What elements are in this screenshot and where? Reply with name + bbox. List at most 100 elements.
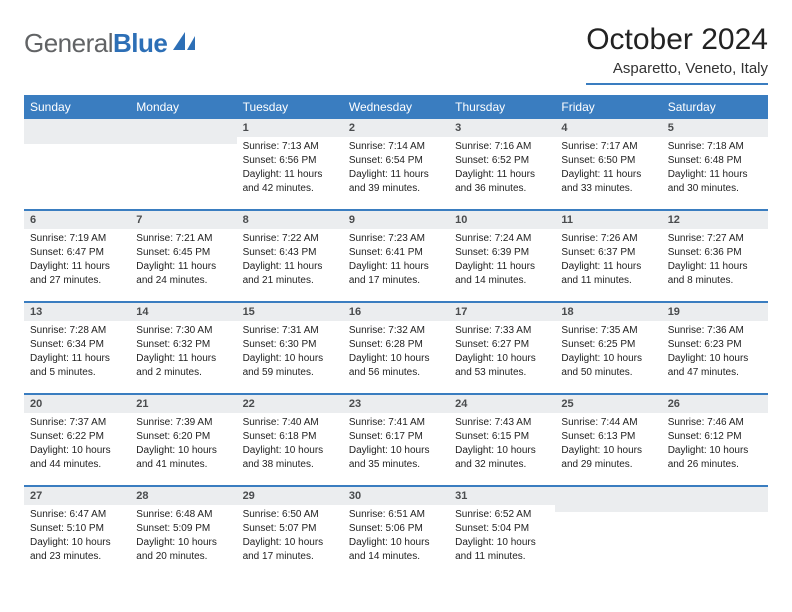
daylight-text: Daylight: 11 hours and 5 minutes.: [30, 352, 124, 380]
calendar-day-cell: 8Sunrise: 7:22 AMSunset: 6:43 PMDaylight…: [237, 210, 343, 302]
brand-sail-icon: [171, 30, 199, 57]
day-number: 13: [24, 303, 130, 321]
daylight-text: Daylight: 10 hours and 23 minutes.: [30, 536, 124, 564]
calendar-day-cell: [555, 486, 661, 577]
day-data: Sunrise: 7:41 AMSunset: 6:17 PMDaylight:…: [343, 413, 449, 478]
calendar-day-cell: 19Sunrise: 7:36 AMSunset: 6:23 PMDayligh…: [662, 302, 768, 394]
calendar-day-cell: 1 Sunrise: 7:13 AMSunset: 6:56 PMDaylight…: [237, 119, 343, 210]
sunrise-text: Sunrise: 7:22 AM: [243, 232, 337, 246]
calendar-day-cell: 15Sunrise: 7:31 AMSunset: 6:30 PMDayligh…: [237, 302, 343, 394]
daylight-text: Daylight: 10 hours and 35 minutes.: [349, 444, 443, 472]
daylight-text: Daylight: 11 hours and 42 minutes.: [243, 168, 337, 196]
day-number: 11: [555, 211, 661, 229]
daylight-text: Daylight: 11 hours and 33 minutes.: [561, 168, 655, 196]
sunset-text: Sunset: 6:30 PM: [243, 338, 337, 352]
sunrise-text: Sunrise: 7:24 AM: [455, 232, 549, 246]
sunrise-text: Sunrise: 7:41 AM: [349, 416, 443, 430]
calendar-day-cell: 24Sunrise: 7:43 AMSunset: 6:15 PMDayligh…: [449, 394, 555, 486]
daylight-text: Daylight: 10 hours and 38 minutes.: [243, 444, 337, 472]
daylight-text: Daylight: 11 hours and 14 minutes.: [455, 260, 549, 288]
sunrise-text: Sunrise: 7:16 AM: [455, 140, 549, 154]
sunset-text: Sunset: 5:07 PM: [243, 522, 337, 536]
day-number: 1: [237, 119, 343, 137]
day-number: 23: [343, 395, 449, 413]
day-number: 6: [24, 211, 130, 229]
day-number: 31: [449, 487, 555, 505]
sunrise-text: Sunrise: 7:27 AM: [668, 232, 762, 246]
day-number-empty: [662, 487, 768, 512]
sunset-text: Sunset: 6:54 PM: [349, 154, 443, 168]
daylight-text: Daylight: 10 hours and 14 minutes.: [349, 536, 443, 564]
sunset-text: Sunset: 5:04 PM: [455, 522, 549, 536]
sunset-text: Sunset: 6:23 PM: [668, 338, 762, 352]
calendar-table: Sunday Monday Tuesday Wednesday Thursday…: [24, 95, 768, 577]
daylight-text: Daylight: 11 hours and 21 minutes.: [243, 260, 337, 288]
weekday-header: Sunday: [24, 95, 130, 119]
title-block: October 2024 Asparetto, Veneto, Italy: [586, 22, 768, 85]
sunset-text: Sunset: 6:56 PM: [243, 154, 337, 168]
daylight-text: Daylight: 11 hours and 17 minutes.: [349, 260, 443, 288]
sunset-text: Sunset: 6:45 PM: [136, 246, 230, 260]
day-data: Sunrise: 7:30 AMSunset: 6:32 PMDaylight:…: [130, 321, 236, 386]
daylight-text: Daylight: 10 hours and 44 minutes.: [30, 444, 124, 472]
day-data: Sunrise: 6:51 AMSunset: 5:06 PMDaylight:…: [343, 505, 449, 570]
sunset-text: Sunset: 6:18 PM: [243, 430, 337, 444]
day-data: Sunrise: 7:17 AMSunset: 6:50 PMDaylight:…: [555, 137, 661, 202]
sunrise-text: Sunrise: 7:32 AM: [349, 324, 443, 338]
weekday-header-row: Sunday Monday Tuesday Wednesday Thursday…: [24, 95, 768, 119]
calendar-day-cell: 5Sunrise: 7:18 AMSunset: 6:48 PMDaylight…: [662, 119, 768, 210]
day-number: 9: [343, 211, 449, 229]
day-number: 7: [130, 211, 236, 229]
day-number: 10: [449, 211, 555, 229]
calendar-day-cell: 16Sunrise: 7:32 AMSunset: 6:28 PMDayligh…: [343, 302, 449, 394]
sunrise-text: Sunrise: 7:44 AM: [561, 416, 655, 430]
day-number: 8: [237, 211, 343, 229]
calendar-day-cell: 18Sunrise: 7:35 AMSunset: 6:25 PMDayligh…: [555, 302, 661, 394]
day-number: 29: [237, 487, 343, 505]
daylight-text: Daylight: 10 hours and 17 minutes.: [243, 536, 337, 564]
day-number: 18: [555, 303, 661, 321]
sunset-text: Sunset: 6:47 PM: [30, 246, 124, 260]
calendar-day-cell: 26Sunrise: 7:46 AMSunset: 6:12 PMDayligh…: [662, 394, 768, 486]
calendar-day-cell: 7Sunrise: 7:21 AMSunset: 6:45 PMDaylight…: [130, 210, 236, 302]
day-number: 14: [130, 303, 236, 321]
sunset-text: Sunset: 5:10 PM: [30, 522, 124, 536]
weekday-header: Tuesday: [237, 95, 343, 119]
sunrise-text: Sunrise: 7:43 AM: [455, 416, 549, 430]
calendar-day-cell: 31Sunrise: 6:52 AMSunset: 5:04 PMDayligh…: [449, 486, 555, 577]
sunrise-text: Sunrise: 7:46 AM: [668, 416, 762, 430]
daylight-text: Daylight: 10 hours and 50 minutes.: [561, 352, 655, 380]
sunset-text: Sunset: 6:48 PM: [668, 154, 762, 168]
day-data: Sunrise: 7:14 AMSunset: 6:54 PMDaylight:…: [343, 137, 449, 202]
daylight-text: Daylight: 10 hours and 47 minutes.: [668, 352, 762, 380]
sunrise-text: Sunrise: 7:36 AM: [668, 324, 762, 338]
day-data: Sunrise: 7:44 AMSunset: 6:13 PMDaylight:…: [555, 413, 661, 478]
day-number-empty: [24, 119, 130, 144]
day-number-empty: [555, 487, 661, 512]
calendar-day-cell: 3Sunrise: 7:16 AMSunset: 6:52 PMDaylight…: [449, 119, 555, 210]
weekday-header: Thursday: [449, 95, 555, 119]
sunset-text: Sunset: 6:13 PM: [561, 430, 655, 444]
calendar-day-cell: 27Sunrise: 6:47 AMSunset: 5:10 PMDayligh…: [24, 486, 130, 577]
sunrise-text: Sunrise: 7:39 AM: [136, 416, 230, 430]
sunrise-text: Sunrise: 7:37 AM: [30, 416, 124, 430]
day-number: 24: [449, 395, 555, 413]
sunset-text: Sunset: 6:25 PM: [561, 338, 655, 352]
calendar-day-cell: 11Sunrise: 7:26 AMSunset: 6:37 PMDayligh…: [555, 210, 661, 302]
day-data: Sunrise: 7:46 AMSunset: 6:12 PMDaylight:…: [662, 413, 768, 478]
sunrise-text: Sunrise: 6:47 AM: [30, 508, 124, 522]
sunrise-text: Sunrise: 7:28 AM: [30, 324, 124, 338]
day-data: Sunrise: 7:35 AMSunset: 6:25 PMDaylight:…: [555, 321, 661, 386]
day-number: 15: [237, 303, 343, 321]
daylight-text: Daylight: 11 hours and 27 minutes.: [30, 260, 124, 288]
day-number: 25: [555, 395, 661, 413]
day-data: Sunrise: 7:16 AMSunset: 6:52 PMDaylight:…: [449, 137, 555, 202]
sunrise-text: Sunrise: 7:18 AM: [668, 140, 762, 154]
sunset-text: Sunset: 6:28 PM: [349, 338, 443, 352]
sunrise-text: Sunrise: 7:13 AM: [243, 140, 337, 154]
day-number: 22: [237, 395, 343, 413]
day-number: 2: [343, 119, 449, 137]
day-data: Sunrise: 7:32 AMSunset: 6:28 PMDaylight:…: [343, 321, 449, 386]
calendar-week-row: 27Sunrise: 6:47 AMSunset: 5:10 PMDayligh…: [24, 486, 768, 577]
day-data: Sunrise: 7:23 AMSunset: 6:41 PMDaylight:…: [343, 229, 449, 294]
